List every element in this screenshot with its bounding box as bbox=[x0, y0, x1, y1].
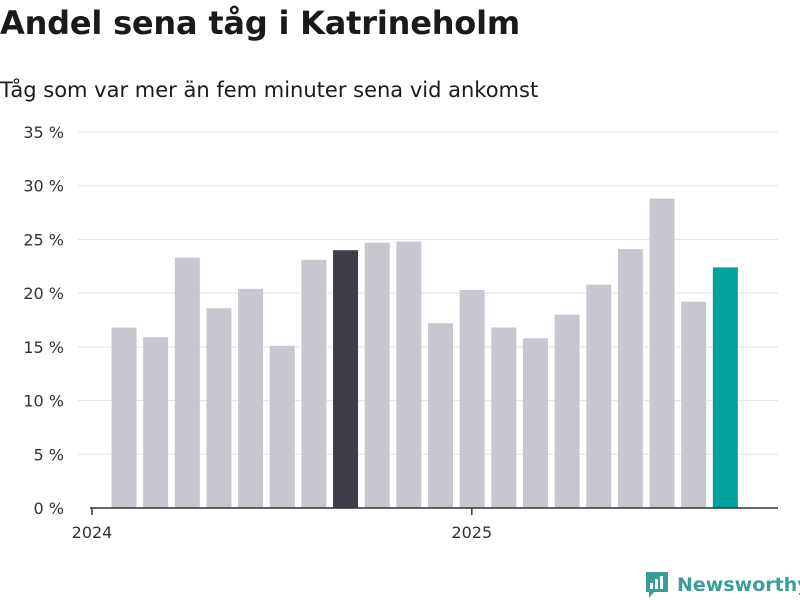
bar bbox=[206, 308, 232, 508]
x-axis: 2024 2025 bbox=[72, 507, 778, 542]
bar bbox=[522, 338, 548, 508]
bar bbox=[364, 242, 390, 508]
newsworthy-logo-text: Newsworthy bbox=[677, 574, 800, 596]
bar bbox=[554, 314, 580, 508]
chart-subtitle: Tåg som var mer än fem minuter sena vid … bbox=[0, 78, 539, 102]
y-tick-label: 30 % bbox=[23, 177, 64, 196]
y-tick-label: 25 % bbox=[23, 230, 64, 249]
bar bbox=[712, 267, 738, 508]
y-tick-label: 0 % bbox=[34, 499, 64, 518]
bar bbox=[269, 345, 295, 508]
bar bbox=[649, 198, 675, 508]
y-tick-label: 5 % bbox=[34, 445, 64, 464]
bar bbox=[491, 327, 517, 508]
y-tick-label: 10 % bbox=[23, 392, 64, 411]
bar bbox=[428, 323, 453, 508]
bars bbox=[111, 198, 738, 508]
bar bbox=[617, 249, 643, 508]
x-tick-label: 2024 bbox=[72, 523, 113, 542]
x-tick-label: 2025 bbox=[451, 523, 492, 542]
bar bbox=[174, 257, 200, 508]
y-axis-labels: 0 % 5 % 10 % 15 % 20 % 25 % 30 % 35 % bbox=[23, 123, 64, 518]
bar bbox=[459, 289, 485, 508]
bar bbox=[111, 327, 137, 508]
bar bbox=[238, 288, 264, 508]
bar bbox=[143, 337, 169, 508]
bar bbox=[681, 301, 707, 508]
bar bbox=[586, 284, 612, 508]
bar bbox=[396, 241, 422, 508]
chart-title: Andel sena tåg i Katrineholm bbox=[0, 4, 520, 42]
y-tick-label: 35 % bbox=[23, 123, 64, 142]
y-tick-label: 15 % bbox=[23, 338, 64, 357]
newsworthy-logo: Newsworthy bbox=[644, 570, 800, 600]
newsworthy-logo-icon bbox=[646, 572, 668, 598]
bar bbox=[301, 259, 327, 508]
y-tick-label: 20 % bbox=[23, 284, 64, 303]
bar bbox=[333, 250, 359, 508]
